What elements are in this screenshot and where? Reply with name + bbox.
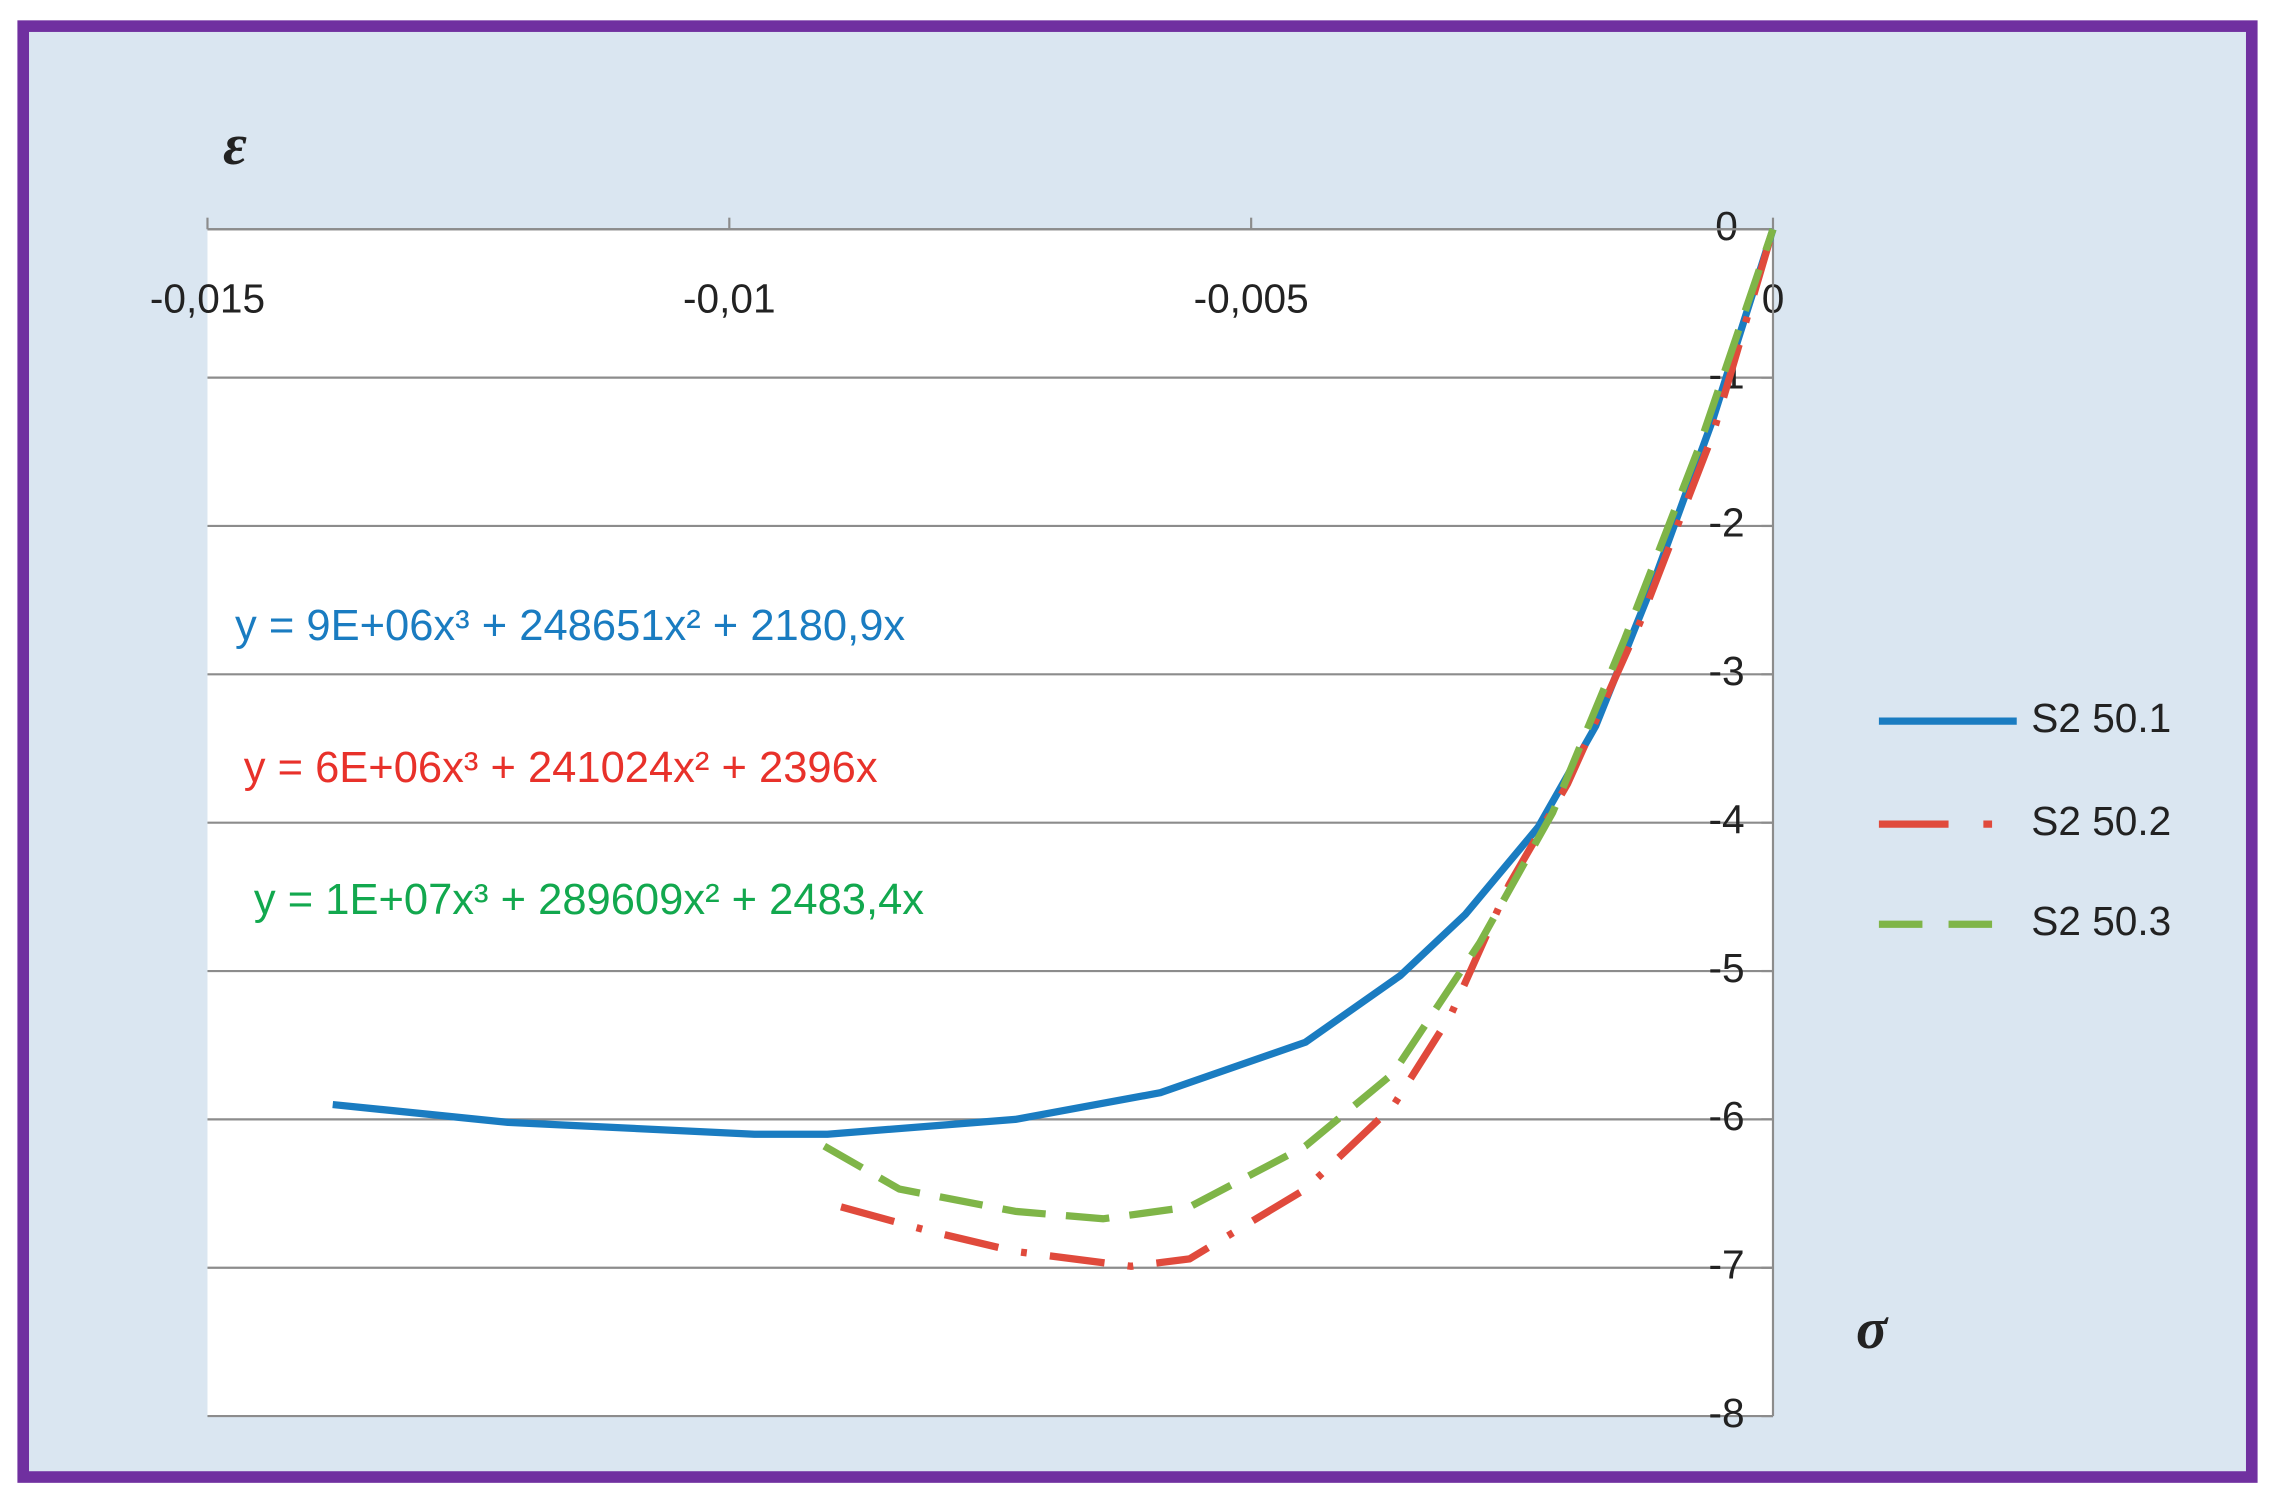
series-line — [822, 228, 1777, 1223]
y-tick-label: -3 — [1709, 648, 1745, 694]
series-line — [332, 228, 1777, 1138]
y-tick-label: -8 — [1709, 1390, 1745, 1436]
y-tick-label: -6 — [1709, 1093, 1745, 1139]
trendline-equation: y = 6E+06x³ + 241024x² + 2396x — [244, 744, 878, 792]
y-axis-label: ε — [223, 112, 247, 177]
legend-label: S2 50.1 — [2031, 695, 2171, 741]
x-axis-label: σ — [1856, 1296, 1889, 1361]
legend-label: S2 50.3 — [2031, 898, 2171, 944]
y-tick-label: -2 — [1709, 500, 1745, 546]
trendline-equation: y = 1E+07x³ + 289609x² + 2483,4x — [254, 876, 924, 924]
y-tick-label: -5 — [1709, 945, 1745, 991]
legend-label: S2 50.2 — [2031, 798, 2171, 844]
y-tick-label: -4 — [1709, 796, 1745, 842]
x-tick-label: -0,005 — [1194, 276, 1309, 322]
series-line — [840, 228, 1777, 1270]
x-tick-label: -0,01 — [683, 276, 776, 322]
x-tick-label: -0,015 — [150, 276, 265, 322]
y-tick-label: -7 — [1709, 1241, 1745, 1287]
trendline-equation: y = 9E+06x³ + 248651x² + 2180,9x — [235, 602, 905, 650]
y-tick-label: 0 — [1715, 203, 1738, 249]
